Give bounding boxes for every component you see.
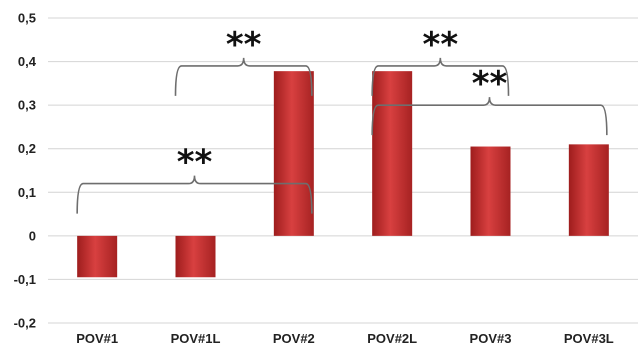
bar-pov2l	[372, 71, 413, 236]
significance-brace	[371, 57, 510, 96]
bars	[77, 71, 609, 278]
y-tick-label: 0,5	[18, 11, 36, 26]
y-tick-label: 0,2	[18, 141, 36, 156]
gridlines	[48, 17, 638, 324]
bar-pov3l	[568, 144, 609, 236]
significance-label: **	[177, 143, 213, 183]
y-tick-label: 0,3	[18, 98, 36, 113]
significance-label: **	[423, 25, 459, 65]
y-tick-label: 0	[29, 228, 36, 243]
x-category-label: POV#1	[76, 331, 118, 346]
significance-brace	[371, 97, 608, 136]
y-tick-label: 0,4	[18, 54, 37, 69]
bar-pov1	[77, 235, 118, 278]
y-tick-label: -0,2	[14, 316, 36, 331]
x-category-label: POV#2L	[367, 331, 417, 346]
significance-label: **	[472, 64, 508, 104]
bar-pov1l	[175, 235, 216, 278]
x-category-label: POV#2	[273, 331, 315, 346]
bar-pov2	[273, 71, 314, 236]
y-axis-tick-labels: 0,5 0,4 0,3 0,2 0,1 0 -0,1 -0,2	[14, 11, 37, 331]
x-axis-category-labels: POV#1 POV#1L POV#2 POV#2L POV#3 POV#3L	[76, 331, 614, 346]
bar-pov3	[470, 146, 511, 236]
significance-annotations: ** ** ** **	[76, 25, 608, 214]
significance-label: **	[226, 25, 262, 65]
x-category-label: POV#1L	[171, 331, 221, 346]
significance-brace	[174, 57, 313, 96]
y-tick-label: 0,1	[18, 185, 36, 200]
y-tick-label: -0,1	[14, 272, 36, 287]
x-category-label: POV#3L	[564, 331, 614, 346]
x-category-label: POV#3	[470, 331, 512, 346]
